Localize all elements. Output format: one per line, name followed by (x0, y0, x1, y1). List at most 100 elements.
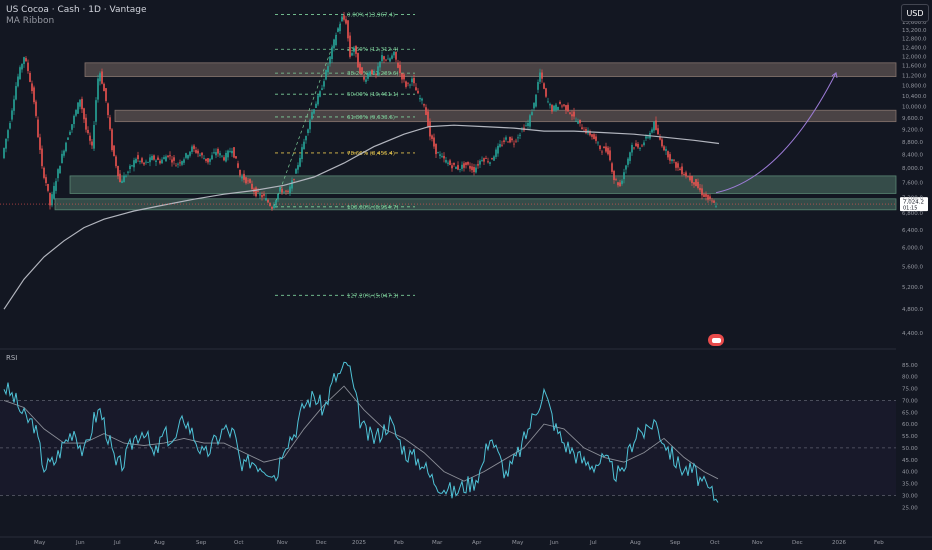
price-axis-tick: 13,200.0 (902, 28, 927, 34)
candle-body (295, 169, 297, 174)
candle-body (597, 142, 599, 144)
candle-body (335, 35, 337, 46)
candle-body (17, 76, 19, 87)
candle-body (195, 150, 197, 153)
candle-body (463, 163, 465, 168)
candle-body (661, 139, 663, 147)
time-axis-tick: Nov (752, 540, 763, 546)
rsi-axis-tick: 30.00 (902, 493, 918, 499)
candle-body (513, 143, 515, 145)
candle-body (379, 61, 381, 68)
candle-body (481, 160, 483, 161)
candle-body (427, 111, 429, 128)
candle-body (609, 150, 611, 161)
candle-body (439, 154, 441, 156)
candle-body (701, 188, 703, 196)
candle-body (353, 47, 355, 52)
candle-body (183, 159, 185, 163)
rsi-line (3, 361, 719, 503)
candle-body (85, 117, 87, 130)
rsi-axis-tick: 55.00 (902, 434, 918, 440)
candle-body (667, 151, 669, 158)
candle-body (705, 193, 707, 197)
candle-body (443, 155, 445, 159)
candle-body (549, 103, 551, 106)
candle-body (161, 159, 163, 164)
candle-body (619, 182, 621, 186)
candle-body (391, 55, 393, 59)
candle-body (47, 183, 49, 191)
candle-body (467, 161, 469, 165)
candle-body (23, 57, 25, 64)
price-axis-tick: 7,200.0 (902, 195, 923, 201)
candle-body (433, 137, 435, 147)
candle-body (685, 172, 687, 177)
indicator-label: MA Ribbon (6, 16, 55, 26)
time-axis-tick: Oct (710, 540, 720, 546)
candle-body (89, 135, 91, 141)
fib-level-label: 38.20% (11,289.6) (347, 71, 399, 77)
candle-body (711, 200, 713, 202)
candle-body (119, 173, 121, 183)
candle-body (347, 20, 349, 39)
candle-body (71, 124, 73, 130)
candle-body (489, 162, 491, 164)
candle-body (713, 200, 715, 203)
candle-body (423, 104, 425, 106)
candle-body (563, 104, 565, 106)
time-axis-tick: Nov (277, 540, 288, 546)
candle-body (465, 162, 467, 165)
candle-body (623, 172, 625, 180)
candle-body (131, 165, 133, 167)
candle-body (27, 62, 29, 72)
candle-body (539, 72, 541, 82)
price-axis-tick: 9,600.0 (902, 116, 923, 122)
candle-body (297, 165, 299, 170)
candle-body (289, 186, 291, 193)
candle-body (519, 134, 521, 136)
candle-body (65, 142, 67, 152)
candle-body (293, 179, 295, 180)
candle-body (105, 88, 107, 102)
candle-body (425, 107, 427, 115)
time-axis-tick: Feb (394, 540, 404, 546)
price-axis-tick: 13,600.0 (902, 20, 927, 26)
candle-body (477, 164, 479, 166)
candle-body (499, 144, 501, 147)
candle-body (593, 134, 595, 140)
price-axis-tick: 6,800.0 (902, 211, 923, 217)
candle-body (251, 183, 253, 189)
candle-body (401, 73, 403, 80)
candle-body (555, 104, 557, 111)
fib-level-label: 50.00% (10,461.1) (347, 92, 399, 98)
price-axis-tick: 8,000.0 (902, 166, 923, 172)
candle-body (7, 130, 9, 139)
candle-body (13, 99, 15, 111)
rsi-axis-tick: 65.00 (902, 410, 918, 416)
candle-body (219, 153, 221, 156)
candle-body (599, 145, 601, 150)
candle-body (369, 71, 371, 76)
us-flag-event-icon[interactable] (708, 334, 724, 346)
candle-body (313, 109, 315, 114)
candle-body (589, 131, 591, 136)
candle-body (157, 157, 159, 160)
candle-body (135, 158, 137, 163)
rsi-axis-tick: 85.00 (902, 363, 918, 369)
candle-body (625, 165, 627, 170)
currency-button[interactable]: USD (901, 4, 929, 22)
price-axis-tick: 6,400.0 (902, 228, 923, 234)
fib-level-label: 23.60% (12,312.4) (347, 47, 399, 53)
candle-body (165, 156, 167, 162)
candle-body (585, 129, 587, 134)
candle-body (361, 67, 363, 74)
candle-body (617, 182, 619, 186)
candle-body (273, 204, 275, 209)
candle-body (149, 157, 151, 163)
candle-body (57, 169, 59, 179)
candle-body (49, 192, 51, 206)
candle-body (129, 165, 131, 170)
candle-body (159, 160, 161, 164)
time-axis-tick: Jul (589, 540, 597, 546)
